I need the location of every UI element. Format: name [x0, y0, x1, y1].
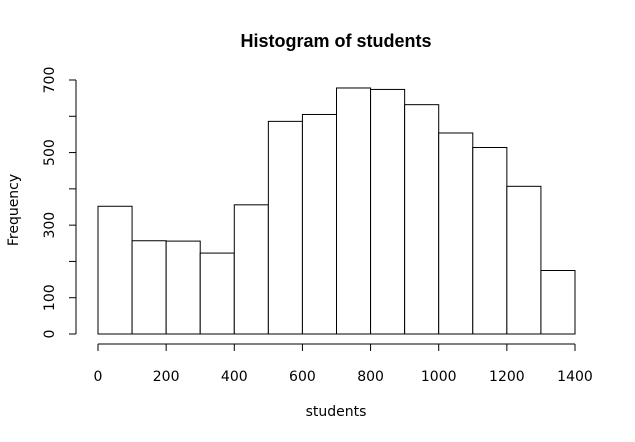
x-tick-label: 1000 [421, 369, 457, 385]
x-axis-label: students [306, 404, 367, 420]
y-axis: 0 100 300 500 700 [42, 67, 77, 339]
x-tick-label: 400 [221, 369, 248, 385]
histogram-bar [233, 204, 269, 335]
histogram-bar [165, 240, 201, 335]
y-axis-label: Frequency [6, 174, 22, 246]
x-tick-label: 0 [94, 369, 103, 385]
histogram-bar [472, 146, 508, 335]
y-tick-label: 300 [42, 212, 58, 239]
histogram-bar [336, 87, 372, 335]
histogram-bar [97, 205, 133, 335]
histogram-bar [370, 88, 406, 335]
y-tick-label: 500 [42, 139, 58, 166]
histogram-bar [404, 104, 440, 335]
x-tick-label: 1400 [557, 369, 593, 385]
y-tick-label: 0 [42, 330, 58, 339]
histogram-bar [506, 185, 542, 335]
x-axis: 0 200 400 600 800 1000 1200 1400 [94, 343, 593, 385]
histogram-bar [199, 252, 235, 335]
histogram-bar [131, 240, 167, 335]
x-tick-label: 600 [289, 369, 316, 385]
histogram-bar [540, 270, 576, 335]
histogram-bar [438, 132, 474, 335]
y-tick-label: 700 [42, 67, 58, 94]
chart-title: Histogram of students [240, 31, 431, 51]
histogram-bar [301, 113, 337, 335]
bars-group [97, 87, 576, 335]
x-tick-label: 200 [153, 369, 180, 385]
x-tick-label: 800 [357, 369, 384, 385]
histogram-bar [267, 120, 303, 335]
x-tick-label: 1200 [489, 369, 525, 385]
y-tick-label: 100 [42, 284, 58, 311]
